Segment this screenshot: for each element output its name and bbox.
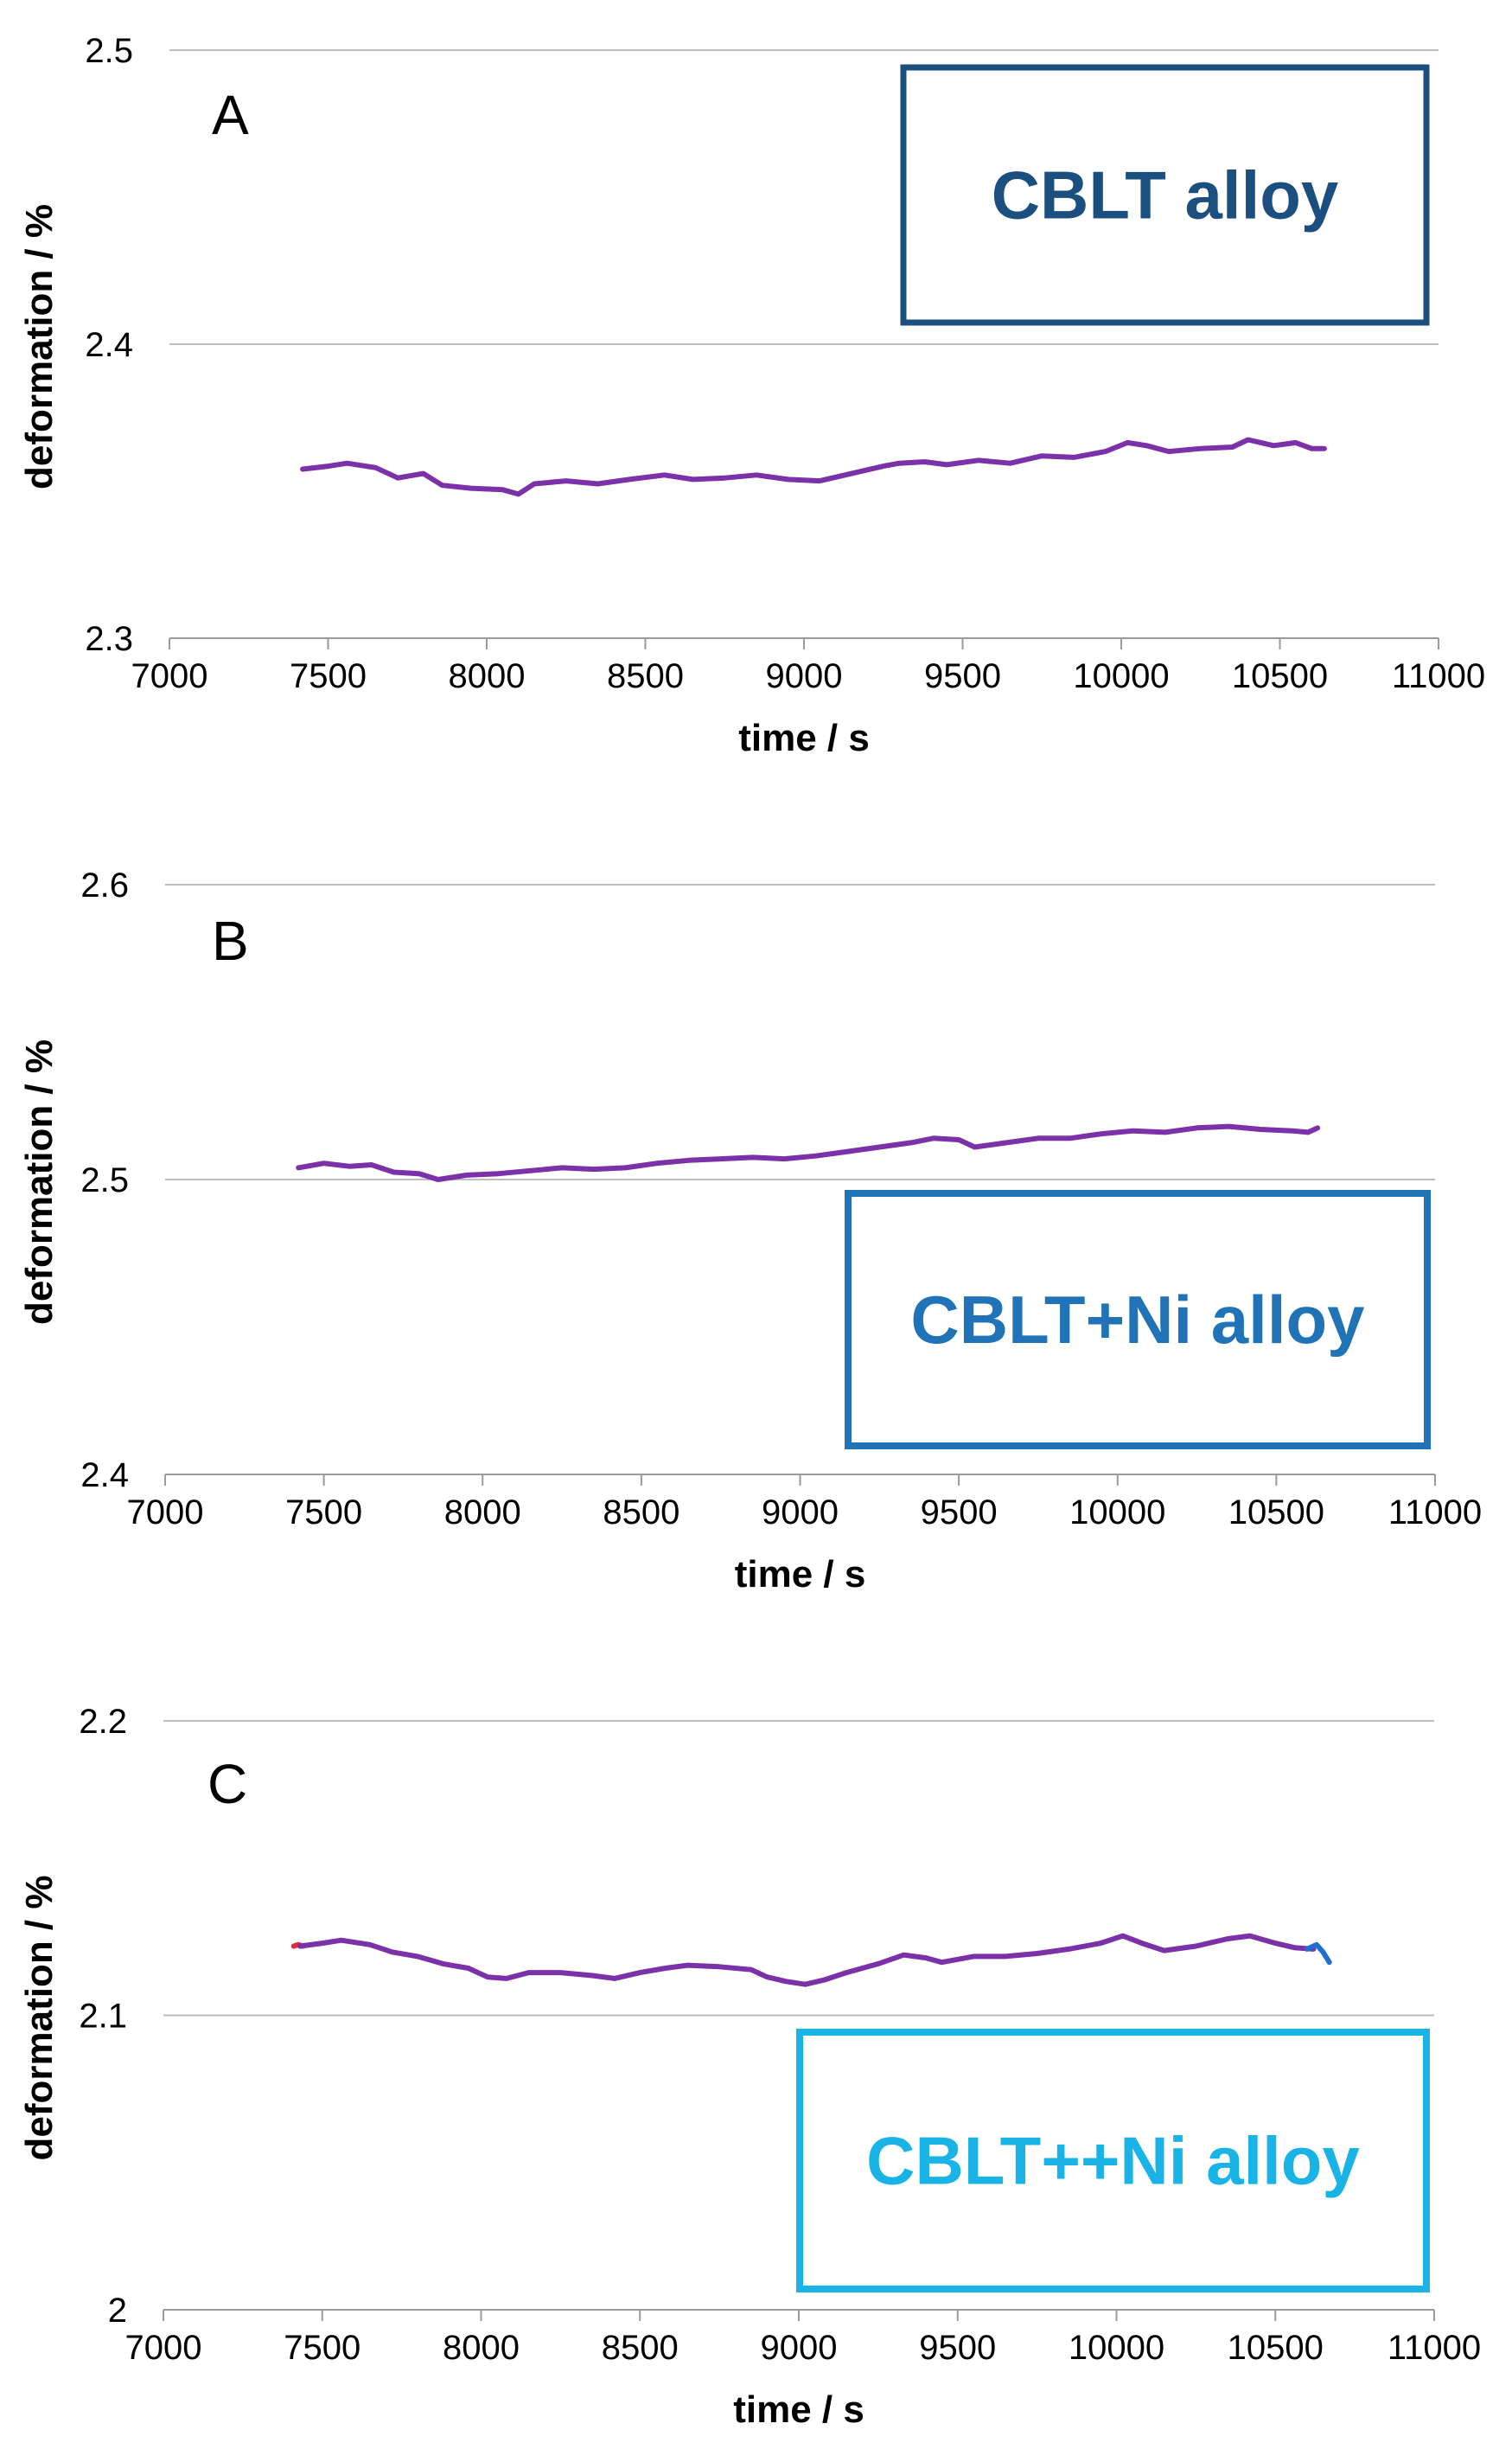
annotation-box [845,1190,1431,1449]
x-tick-label: 9500 [924,657,1001,695]
y-tick-label: 2 [108,2292,127,2330]
annotation-label: CBLT alloy [992,157,1339,233]
y-tick-label: 2.1 [79,1998,127,2036]
panel-letter: A [212,84,249,146]
x-tick-label: 11000 [1392,657,1485,695]
x-tick-label: 9500 [921,1493,998,1531]
x-tick-label: 8500 [602,2329,679,2367]
x-tick-label: 9000 [761,2329,838,2367]
y-axis-title: deformation / % [18,1875,61,2160]
y-axis-title: deformation / % [18,1039,61,1325]
chart-panel-b: 7000 7500 8000 8500 9000 9500 10000 10500 11000 2… [18,866,1482,1595]
y-tick-label: 2.6 [80,866,129,905]
annotation-label: CBLT++Ni alloy [866,2123,1360,2199]
x-tick-label: 7000 [131,657,208,695]
y-tick-label: 2.4 [85,326,133,364]
panel-letter: B [212,910,249,972]
y-tick-label: 2.5 [85,32,133,70]
chart-panel-c: 7000 7500 8000 8500 9000 9500 10000 10500 11000 2… [18,1703,1481,2431]
x-tick-label: 8000 [449,657,526,695]
x-tick-label: 8000 [443,2329,520,2367]
y-tick-label: 2.4 [80,1456,129,1494]
x-axis-title: time / s [735,1553,866,1595]
x-tick-label: 8000 [444,1493,521,1531]
x-tick-label: 10500 [1228,1493,1324,1531]
x-tick-label: 10000 [1069,1493,1165,1531]
x-axis-title: time / s [738,717,870,759]
series-line-2 [297,1933,1317,1987]
x-tick-label: 10000 [1069,2329,1164,2367]
x-tick-label: 8500 [607,657,684,695]
y-tick-label: 2.2 [79,1703,127,1741]
x-tick-label: 10000 [1073,657,1169,695]
x-tick-label: 7500 [284,2329,360,2367]
y-tick-label: 2.5 [80,1161,129,1199]
x-tick-label: 11000 [1388,1493,1482,1531]
x-tick-label: 10500 [1232,657,1328,695]
x-tick-label: 9500 [919,2329,996,2367]
panel-letter: C [207,1753,247,1815]
annotation-box [900,64,1430,326]
x-tick-label: 7000 [125,2329,202,2367]
annotation-box [796,2029,1430,2292]
annotation-label: CBLT+Ni alloy [910,1282,1364,1358]
y-axis-title: deformation / % [18,204,61,489]
x-tick-label: 7500 [290,657,367,695]
y-tick-label: 2.3 [85,620,133,658]
x-tick-label: 9000 [766,657,843,695]
series-line-1 [300,437,1327,497]
x-tick-label: 7500 [285,1493,362,1531]
x-axis-title: time / s [733,2388,864,2431]
x-tick-label: 10500 [1228,2329,1324,2367]
x-tick-label: 8500 [603,1493,679,1531]
series-line-3 [1305,1941,1332,1966]
x-tick-label: 7000 [127,1493,204,1531]
chart-panel-a: 7000 7500 8000 8500 9000 9500 10000 10500 11000 2… [18,32,1485,759]
series-line-1 [296,1123,1321,1182]
x-tick-label: 9000 [762,1493,839,1531]
x-tick-label: 11000 [1388,2329,1481,2367]
